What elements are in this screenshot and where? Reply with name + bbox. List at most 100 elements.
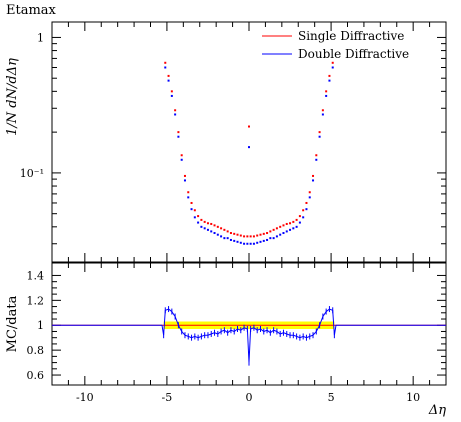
- double-diffractive-point: [246, 242, 249, 245]
- single-diffractive-point: [167, 74, 170, 77]
- x-tick-label: 5: [328, 391, 335, 404]
- double-diffractive-point: [318, 135, 321, 138]
- double-diffractive-point: [236, 240, 239, 243]
- double-diffractive-point: [262, 239, 265, 242]
- single-diffractive-point: [183, 174, 186, 177]
- double-diffractive-point: [200, 225, 203, 228]
- double-diffractive-point: [203, 227, 206, 230]
- double-diffractive-point: [167, 79, 170, 82]
- y-tick-label: 1: [37, 31, 44, 44]
- double-diffractive-point: [213, 232, 216, 235]
- x-axis-label: Δη: [428, 403, 446, 418]
- y-tick-label: 1: [37, 319, 44, 332]
- double-diffractive-point: [292, 227, 295, 230]
- single-diffractive-point: [243, 235, 246, 238]
- single-diffractive-point: [275, 227, 278, 230]
- ratio-panel: 0.6 0.8 1 1.2 1.4 -10 -5 0 5 10 MC/data Δη: [5, 262, 447, 418]
- double-diffractive-point: [272, 237, 275, 240]
- single-diffractive-point: [203, 220, 206, 223]
- single-diffractive-point: [220, 227, 223, 230]
- single-diffractive-point: [266, 232, 269, 235]
- plot-title: Etamax: [6, 3, 56, 18]
- single-diffractive-point: [318, 131, 321, 134]
- single-diffractive-point: [187, 191, 190, 194]
- double-diffractive-point: [305, 208, 308, 211]
- single-diffractive-point: [269, 230, 272, 233]
- double-diffractive-point: [321, 113, 324, 116]
- double-diffractive-point: [302, 216, 305, 219]
- single-diffractive-point: [272, 228, 275, 231]
- legend-label: Double Diffractive: [298, 47, 409, 61]
- single-diffractive-point: [282, 224, 285, 227]
- y-tick-label: 10⁻¹: [20, 167, 44, 180]
- double-diffractive-point: [295, 225, 298, 228]
- single-diffractive-point: [289, 222, 292, 225]
- single-diffractive-point: [248, 125, 250, 128]
- double-diffractive-point: [187, 196, 190, 199]
- y-axis-label: 1/N dN/dΔη: [5, 58, 20, 136]
- y-tick-label: 0.6: [27, 369, 45, 382]
- double-diffractive-point: [328, 79, 331, 82]
- single-diffractive-point: [256, 234, 259, 237]
- single-diffractive-point: [213, 224, 216, 227]
- y-tick-label: 0.8: [27, 344, 45, 357]
- double-diffractive-point: [216, 233, 219, 236]
- double-diffractive-point: [243, 242, 246, 245]
- single-diffractive-point: [216, 225, 219, 228]
- single-diffractive-point: [177, 131, 180, 134]
- double-diffractive-point: [256, 241, 259, 244]
- double-diffractive-point: [315, 158, 318, 161]
- single-diffractive-point: [328, 74, 331, 77]
- single-diffractive-point: [236, 233, 239, 236]
- single-diffractive-point: [193, 209, 196, 212]
- single-diffractive-point: [295, 218, 298, 221]
- single-diffractive-point: [174, 109, 177, 112]
- x-tick-label: 0: [246, 391, 253, 404]
- double-diffractive-point: [220, 235, 223, 238]
- double-diffractive-point: [259, 240, 262, 243]
- double-diffractive-ratio-line: [52, 308, 446, 363]
- single-diffractive-point: [233, 232, 236, 235]
- single-diffractive-point: [302, 209, 305, 212]
- y-tick-label: 1.4: [27, 269, 45, 282]
- double-diffractive-point: [193, 216, 196, 219]
- y-tick-label: 1.2: [27, 294, 45, 307]
- single-diffractive-point: [292, 220, 295, 223]
- single-diffractive-point: [325, 90, 328, 93]
- single-diffractive-point: [315, 154, 318, 157]
- double-diffractive-point: [275, 235, 278, 238]
- single-diffractive-point: [305, 201, 308, 204]
- x-tick-label: -10: [76, 391, 94, 404]
- single-diffractive-point: [170, 90, 173, 93]
- double-diffractive-point: [197, 221, 200, 224]
- single-diffractive-point: [223, 228, 226, 231]
- double-diffractive-point: [223, 237, 226, 240]
- double-diffractive-point: [312, 179, 315, 182]
- single-diffractive-point: [246, 235, 249, 238]
- double-diffractive-point: [279, 233, 282, 236]
- single-diffractive-point: [308, 191, 311, 194]
- double-diffractive-point: [282, 232, 285, 235]
- double-diffractive-point: [180, 158, 183, 161]
- double-diffractive-point: [233, 239, 236, 242]
- single-diffractive-point: [312, 174, 315, 177]
- single-diffractive-point: [197, 215, 200, 218]
- double-diffractive-point: [298, 221, 301, 224]
- single-diffractive-point: [200, 218, 203, 221]
- x-tick-label: -5: [162, 391, 173, 404]
- single-diffractive-point: [210, 222, 213, 225]
- single-diffractive-point: [226, 230, 229, 233]
- single-diffractive-point: [180, 154, 183, 157]
- double-diffractive-point: [183, 179, 186, 182]
- double-diffractive-point: [249, 242, 252, 245]
- double-diffractive-point: [239, 241, 242, 244]
- double-diffractive-point: [252, 242, 255, 245]
- x-tick-label: 10: [406, 391, 420, 404]
- double-diffractive-point: [206, 228, 209, 231]
- double-diffractive-point: [210, 230, 213, 233]
- single-diffractive-point: [229, 232, 232, 235]
- single-diffractive-point: [259, 233, 262, 236]
- legend-label: Single Diffractive: [298, 29, 404, 43]
- single-diffractive-point: [262, 232, 265, 235]
